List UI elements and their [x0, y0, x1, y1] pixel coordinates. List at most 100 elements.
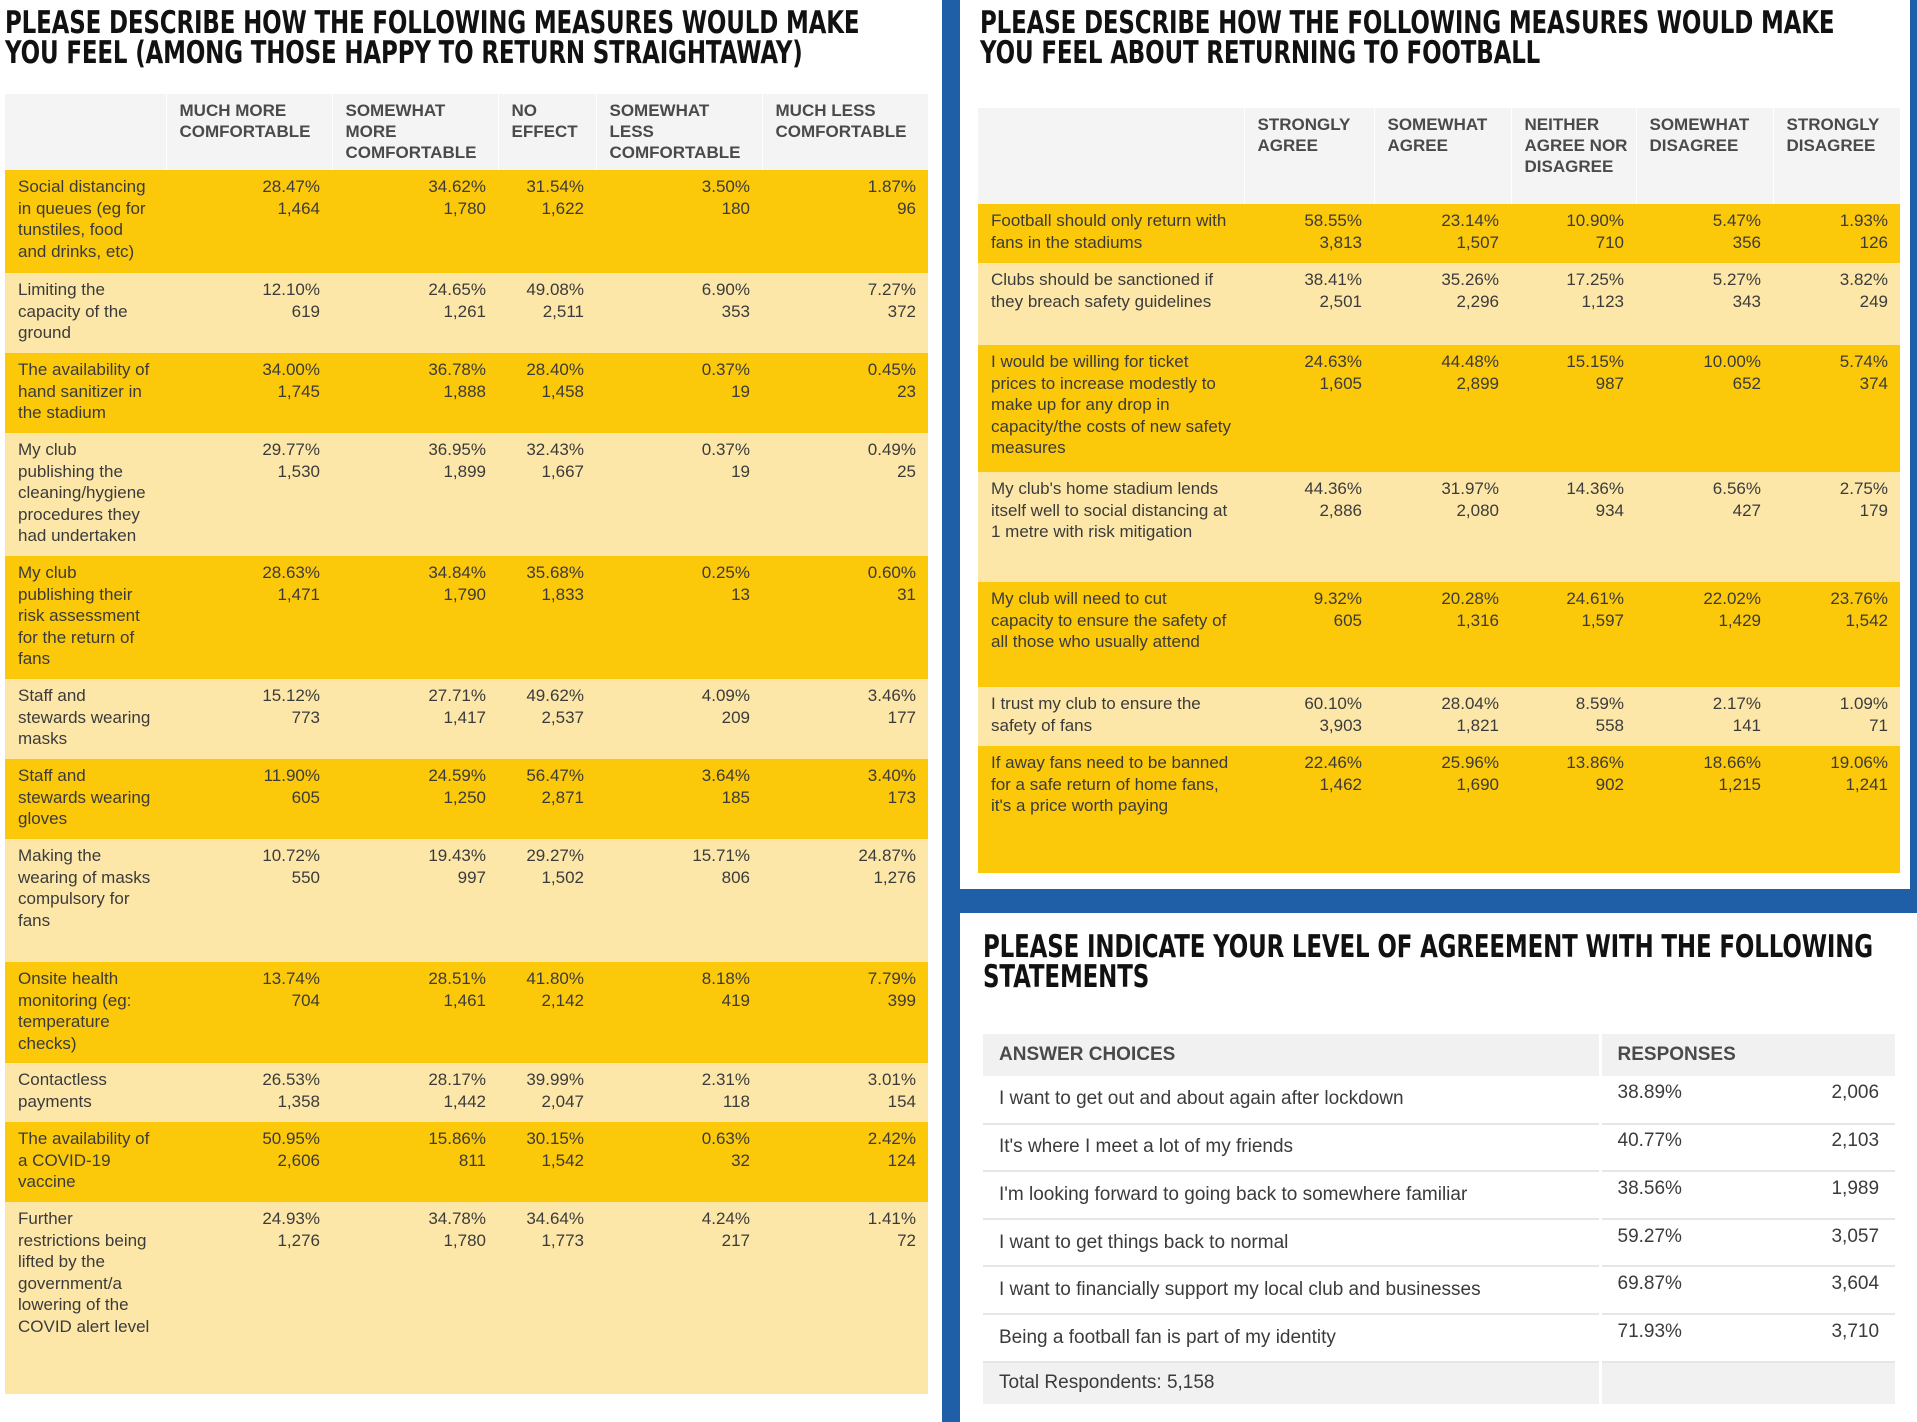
right-top-title-line-1: PLEASE DESCRIBE HOW THE FOLLOWING MEASUR…	[980, 5, 1835, 41]
percent-value: 20.28%	[1441, 589, 1499, 608]
count-value: 31	[897, 584, 916, 604]
count-value: 3,903	[1319, 715, 1362, 735]
percent-value: 30.15%	[526, 1129, 584, 1148]
count-value: 902	[1595, 774, 1624, 794]
count-value: 1,471	[277, 584, 320, 604]
count-value: 2,047	[541, 1091, 584, 1111]
count-value: 1,780	[443, 1230, 486, 1250]
percent-value: 23.76%	[1830, 589, 1888, 608]
value-cell: 34.78% 1,780	[332, 1202, 498, 1394]
value-cell: 34.64% 1,773	[498, 1202, 596, 1394]
count-value: 185	[721, 787, 750, 807]
value-cell: 10.72% 550	[166, 839, 332, 962]
value-cell: 15.12% 773	[166, 679, 332, 759]
percent-value: 3.46%	[867, 686, 916, 705]
percent-value: 28.17%	[428, 1070, 486, 1089]
percent-value: 1.87%	[867, 177, 916, 196]
value-cell: 6.90% 353	[596, 273, 762, 353]
count-value: 1,667	[541, 461, 584, 481]
percent-value: 6.56%	[1712, 479, 1761, 498]
count-value: 1,888	[443, 381, 486, 401]
table-row: Staff and stewards wearing gloves 11.90% 6…	[5, 759, 928, 839]
value-cell: 3.64% 185	[596, 759, 762, 839]
count-value: 550	[291, 867, 320, 887]
percent-value: 13.74%	[262, 969, 320, 988]
count-value: 1,690	[1456, 774, 1499, 794]
count-value: 249	[1859, 291, 1888, 311]
percent-value: 3.50%	[701, 177, 750, 196]
percent-value: 44.48%	[1441, 352, 1499, 371]
value-cell: 11.90% 605	[166, 759, 332, 839]
value-cell: 49.62% 2,537	[498, 679, 596, 759]
count-value: 399	[887, 990, 916, 1010]
row-label: The availability of hand sanitizer in th…	[5, 353, 166, 433]
value-cell: 2.42% 124	[762, 1122, 928, 1202]
count-value: 2,296	[1456, 291, 1499, 311]
row-label: My club will need to cut capacity to ens…	[978, 582, 1244, 687]
percent-value: 2.17%	[1712, 694, 1761, 713]
value-cell: 38.41% 2,501	[1244, 263, 1374, 345]
count-value: 1,250	[443, 787, 486, 807]
value-cell: 24.59% 1,250	[332, 759, 498, 839]
table-row: Further restrictions being lifted by the…	[5, 1202, 928, 1394]
percent-value: 60.10%	[1304, 694, 1362, 713]
value-cell: 19.06% 1,241	[1773, 746, 1900, 873]
count-value: 619	[291, 301, 320, 321]
percent-value: 24.65%	[428, 280, 486, 299]
right-bottom-panel: PLEASE INDICATE YOUR LEVEL OF AGREEMENT …	[983, 932, 1908, 993]
value-cell: 1.87% 96	[762, 170, 928, 273]
value-cell: 19.43% 997	[332, 839, 498, 962]
percent-value: 2.31%	[701, 1070, 750, 1089]
header-blank-cell	[978, 108, 1244, 204]
percent-value: 0.45%	[867, 360, 916, 379]
percent-value: 19.06%	[1830, 753, 1888, 772]
row-label: If away fans need to be banned for a saf…	[978, 746, 1244, 873]
value-cell: 18.66% 1,215	[1636, 746, 1773, 873]
answer-choices-header: ANSWER CHOICES	[983, 1034, 1600, 1076]
right-returning-table: STRONGLY AGREE SOMEWHAT AGREE NEITHER AGRE…	[978, 108, 1900, 873]
count-value: 343	[1732, 291, 1761, 311]
count-value: 1,833	[541, 584, 584, 604]
agreement-row: I'm looking forward to going back to som…	[983, 1171, 1896, 1220]
percent-value: 15.71%	[692, 846, 750, 865]
count-value: 1,597	[1581, 610, 1624, 630]
left-panel: PLEASE DESCRIBE HOW THE FOLLOWING MEASUR…	[5, 8, 933, 69]
value-cell: 1.09% 71	[1773, 687, 1900, 746]
right-top-panel: PLEASE DESCRIBE HOW THE FOLLOWING MEASUR…	[980, 5, 1905, 69]
value-cell: 39.99% 2,047	[498, 1063, 596, 1122]
count-value: 32	[731, 1150, 750, 1170]
value-cell: 28.63% 1,471	[166, 556, 332, 679]
response-percent: 59.27%	[1598, 1218, 1720, 1268]
column-header: MUCH MORE COMFORTABLE	[165, 94, 332, 170]
percent-value: 24.93%	[262, 1209, 320, 1228]
count-value: 126	[1859, 232, 1888, 252]
percent-value: 36.95%	[428, 440, 486, 459]
value-cell: 15.71% 806	[596, 839, 762, 962]
value-cell: 3.82% 249	[1773, 263, 1900, 345]
percent-value: 0.63%	[701, 1129, 750, 1148]
value-cell: 36.78% 1,888	[332, 353, 498, 433]
value-cell: 30.15% 1,542	[498, 1122, 596, 1202]
count-value: 118	[722, 1091, 750, 1111]
value-cell: 31.54% 1,622	[498, 170, 596, 273]
agreement-row: It's where I meet a lot of my friends 40.…	[983, 1123, 1896, 1173]
vertical-divider	[942, 0, 960, 1422]
count-value: 25	[897, 461, 916, 481]
value-cell: 0.45% 23	[762, 353, 928, 433]
value-cell: 28.47% 1,464	[166, 170, 332, 273]
percent-value: 5.47%	[1712, 211, 1761, 230]
percent-value: 0.37%	[701, 440, 750, 459]
value-cell: 41.80% 2,142	[498, 962, 596, 1063]
percent-value: 34.78%	[428, 1209, 486, 1228]
value-cell: 13.86% 902	[1511, 746, 1636, 873]
agreement-row: I want to get things back to normal 59.27…	[983, 1218, 1896, 1268]
value-cell: 34.62% 1,780	[332, 170, 498, 273]
row-label: My club's home stadium lends itself well…	[978, 472, 1244, 582]
value-cell: 4.24% 217	[596, 1202, 762, 1394]
count-value: 1,442	[443, 1091, 486, 1111]
percent-value: 39.99%	[526, 1070, 584, 1089]
row-label: Staff and stewards wearing masks	[5, 679, 166, 759]
count-value: 806	[721, 867, 750, 887]
percent-value: 8.59%	[1575, 694, 1624, 713]
value-cell: 17.25% 1,123	[1511, 263, 1636, 345]
